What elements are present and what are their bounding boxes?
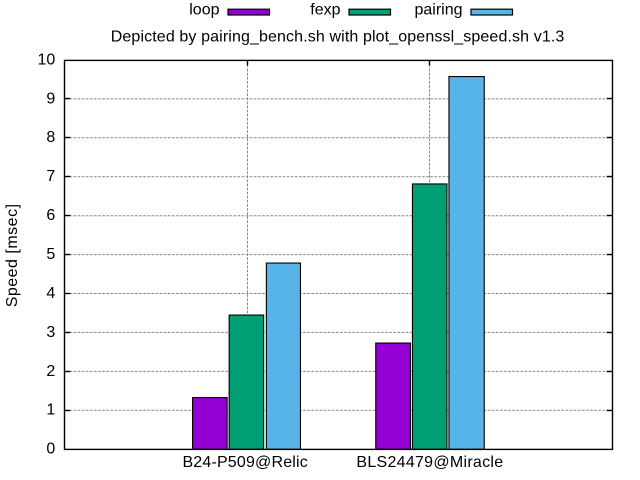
svg-text:7: 7 [46, 168, 55, 185]
svg-text:0: 0 [46, 441, 55, 458]
svg-text:3: 3 [46, 324, 55, 341]
svg-text:10: 10 [38, 51, 56, 68]
svg-text:9: 9 [46, 90, 55, 107]
svg-text:1: 1 [46, 402, 55, 419]
svg-text:pairing: pairing [414, 2, 462, 19]
svg-text:loop: loop [189, 2, 219, 19]
svg-text:4: 4 [46, 285, 55, 302]
svg-text:8: 8 [46, 129, 55, 146]
svg-text:fexp: fexp [310, 2, 340, 19]
svg-text:BLS24479@Miracle: BLS24479@Miracle [356, 454, 503, 471]
svg-text:6: 6 [46, 207, 55, 224]
svg-text:Depicted by pairing_bench.sh w: Depicted by pairing_bench.sh with plot_o… [111, 29, 565, 46]
svg-text:5: 5 [46, 246, 55, 263]
svg-text:2: 2 [46, 363, 55, 380]
svg-text:B24-P509@Relic: B24-P509@Relic [182, 454, 308, 471]
svg-text:Speed [msec]: Speed [msec] [4, 203, 21, 307]
